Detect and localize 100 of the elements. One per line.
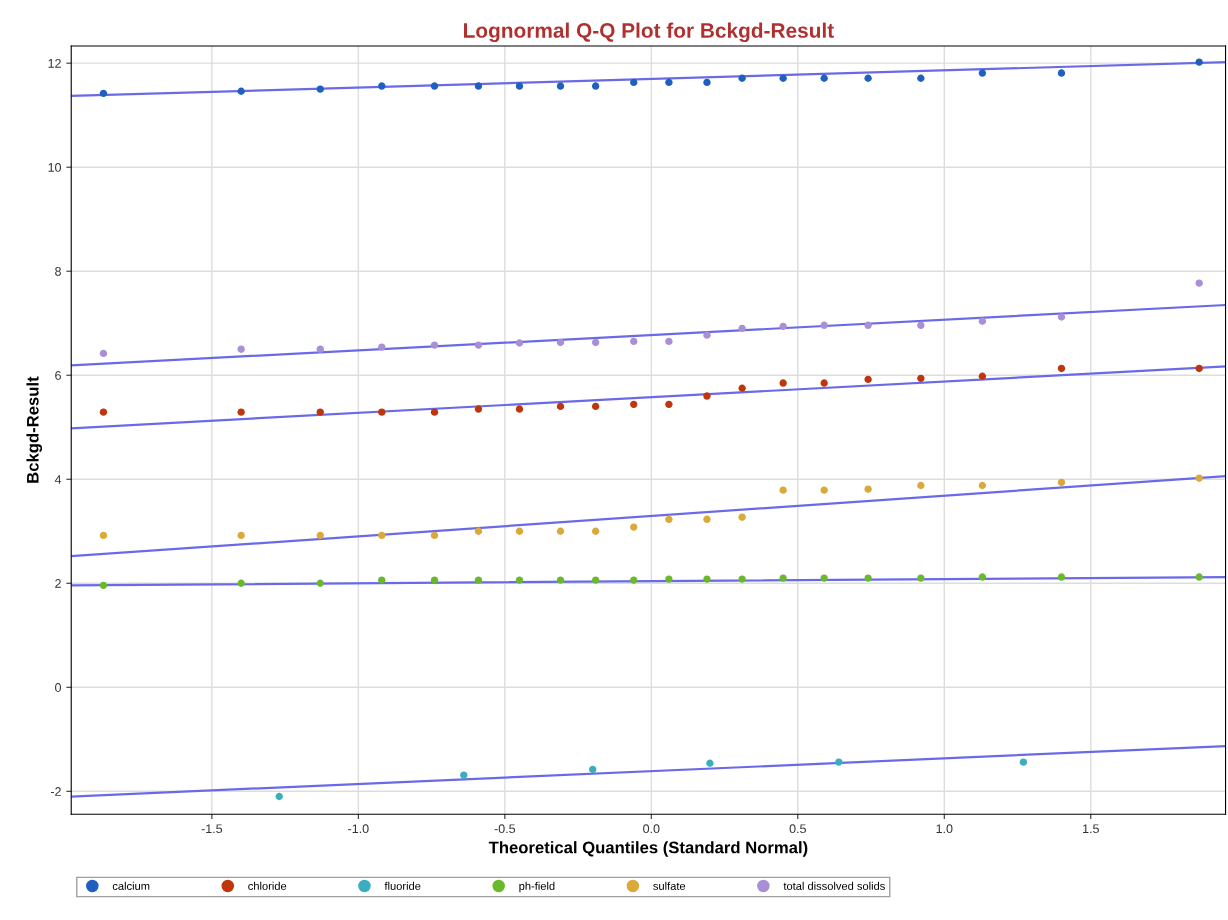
point	[99, 581, 108, 590]
point	[779, 486, 787, 494]
point	[1195, 279, 1203, 287]
point	[591, 576, 600, 584]
point	[978, 69, 987, 77]
point	[1057, 364, 1066, 373]
legend-label: chloride	[248, 881, 287, 890]
point	[378, 576, 386, 584]
point	[820, 321, 828, 329]
point	[864, 574, 872, 582]
point	[864, 74, 872, 82]
point	[978, 317, 987, 325]
y-tick-label: 6	[55, 371, 61, 380]
point	[591, 338, 600, 347]
point	[864, 375, 872, 384]
point	[99, 408, 108, 416]
point	[820, 379, 828, 387]
point	[1057, 313, 1066, 321]
point	[556, 82, 565, 90]
point	[237, 579, 245, 587]
point	[316, 579, 324, 587]
y-tick-label: 8	[55, 267, 61, 276]
y-tick-label: 2	[55, 579, 61, 588]
point	[630, 400, 638, 409]
point	[835, 758, 843, 766]
point	[665, 400, 673, 409]
x-tick-label: -1.0	[348, 824, 369, 834]
point	[738, 74, 746, 82]
y-tick-label: 4	[54, 475, 62, 484]
point	[237, 531, 245, 540]
point	[430, 82, 439, 90]
point	[978, 573, 987, 581]
point	[917, 374, 925, 383]
x-tick-label: 1.0	[936, 824, 953, 834]
point	[630, 523, 638, 531]
point	[703, 78, 711, 87]
point	[1195, 474, 1203, 482]
y-tick-label: 12	[48, 58, 61, 68]
point	[1057, 573, 1066, 581]
point	[665, 515, 673, 523]
point	[474, 576, 483, 584]
point	[917, 574, 925, 582]
point	[378, 531, 386, 540]
point	[99, 349, 108, 358]
point	[703, 515, 711, 523]
point	[706, 759, 714, 767]
point	[1057, 69, 1066, 77]
point	[474, 82, 483, 90]
point	[275, 792, 283, 801]
point	[515, 405, 524, 413]
point	[556, 402, 565, 411]
point	[779, 322, 787, 331]
point	[316, 531, 324, 540]
point	[378, 343, 386, 351]
point	[1195, 573, 1203, 581]
point	[589, 765, 597, 774]
point	[630, 78, 638, 87]
point	[556, 527, 565, 535]
point	[820, 486, 828, 494]
point	[630, 576, 638, 584]
point	[820, 574, 828, 582]
legend-label: total dissolved solids	[783, 881, 885, 890]
point	[779, 574, 787, 582]
y-tick-label: 10	[48, 162, 62, 172]
point	[378, 82, 386, 90]
point	[430, 341, 439, 349]
point	[738, 384, 746, 392]
point	[703, 331, 711, 339]
chart-title: Lognormal Q-Q Plot for Bckgd-Result	[464, 22, 834, 43]
point	[515, 576, 524, 584]
legend-label: calcium	[112, 881, 150, 890]
point	[820, 74, 828, 82]
x-axis-title: Theoretical Quantiles (Standard Normal)	[488, 841, 808, 857]
point	[665, 78, 673, 87]
point	[738, 575, 746, 583]
legend-label: ph-field	[519, 881, 555, 893]
point	[1019, 758, 1028, 766]
point	[917, 321, 925, 329]
point	[237, 345, 245, 353]
legend-label: fluoride	[384, 881, 421, 890]
point	[591, 82, 600, 90]
point	[237, 408, 245, 416]
point	[99, 531, 108, 540]
point	[917, 74, 925, 82]
point	[1195, 58, 1203, 66]
point	[703, 575, 711, 583]
point	[779, 379, 787, 387]
point	[316, 85, 324, 93]
point	[864, 321, 872, 329]
point	[515, 527, 524, 535]
point	[515, 82, 524, 90]
point	[978, 481, 987, 490]
point	[738, 513, 746, 521]
y-axis-title: Bckgd-Result	[26, 376, 43, 483]
y-tick-label: -2	[50, 787, 61, 796]
point	[738, 324, 746, 333]
x-tick-label: 0.0	[643, 824, 660, 834]
point	[978, 372, 987, 380]
point	[460, 771, 468, 779]
point	[237, 87, 245, 95]
